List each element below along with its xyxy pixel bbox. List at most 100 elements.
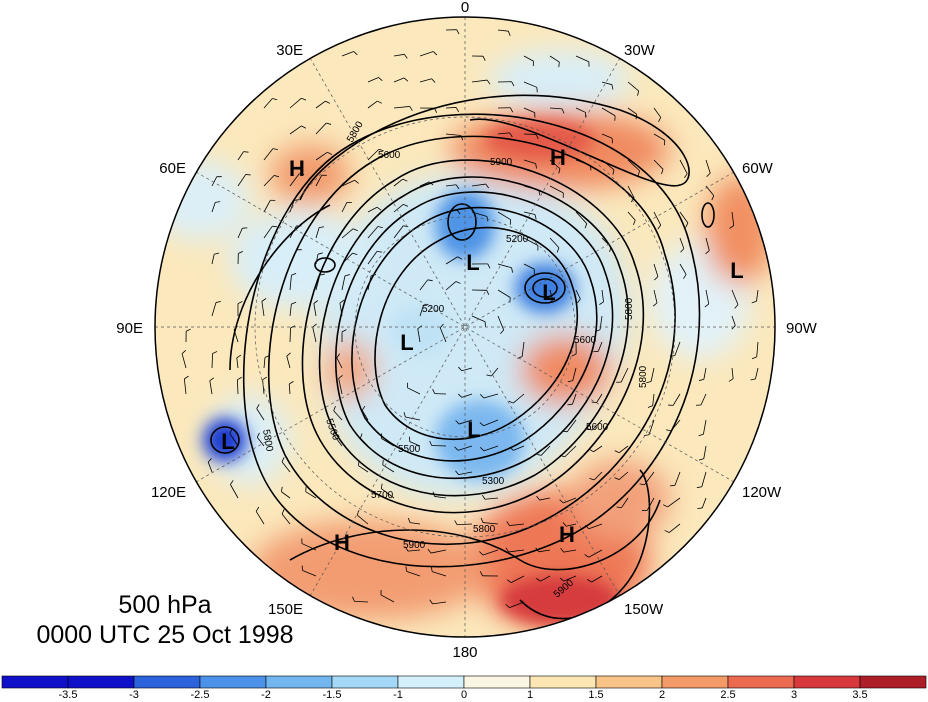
wind-barb	[382, 464, 395, 473]
wind-barb-flag	[455, 107, 459, 112]
wind-barb	[672, 393, 681, 406]
wind-barb	[588, 523, 603, 530]
wind-barb	[627, 211, 636, 221]
wind-barb	[315, 254, 319, 265]
wind-barb-flag	[336, 353, 341, 359]
wind-barb	[705, 237, 710, 251]
wind-barb-flag	[658, 117, 662, 123]
wind-barb	[650, 367, 655, 382]
wind-barb-flag	[458, 366, 463, 372]
wind-barb-flag	[184, 375, 189, 380]
wind-barb-flag	[652, 302, 658, 307]
wind-barb	[540, 445, 551, 456]
low-center: L	[542, 280, 555, 305]
colorbar: -3.5 -3 -2.5 -2 -1.5 -1 0 1 1.5 2 2.5 3 3.5	[1, 675, 927, 701]
wind-barb	[756, 341, 759, 357]
wind-barb-flag	[454, 446, 459, 451]
wind-barb	[209, 380, 213, 395]
wind-barb-flag	[633, 220, 636, 226]
wind-barb-flag	[215, 301, 221, 303]
wind-barb	[459, 419, 473, 425]
wind-barb	[549, 107, 563, 110]
wind-barb-flag	[666, 429, 672, 432]
wind-barb	[572, 367, 577, 381]
wind-barb	[731, 315, 736, 326]
wind-barb	[393, 178, 404, 187]
wind-barb-flag	[333, 405, 336, 411]
wind-barb	[341, 275, 346, 291]
wind-barb-flag	[358, 460, 360, 466]
pressure-centers: H H L L L L L L H H	[221, 145, 743, 555]
wind-barb-flag	[728, 378, 734, 382]
wind-barb	[646, 497, 655, 511]
wind-barb	[361, 410, 369, 421]
wind-barb-flag	[432, 491, 435, 497]
wind-barb	[731, 289, 739, 305]
wind-barb	[315, 122, 327, 135]
wind-barb	[471, 183, 486, 187]
wind-barb	[289, 275, 292, 291]
lon-label-120e: 120E	[151, 484, 186, 501]
wind-barb	[648, 419, 655, 435]
low-center: L	[730, 258, 743, 283]
wind-barb-flag	[281, 457, 285, 462]
wind-barb	[457, 523, 473, 526]
wind-barb	[230, 484, 239, 499]
wind-barb	[341, 51, 354, 57]
wind-barb	[482, 549, 499, 556]
wind-barb	[315, 175, 323, 187]
colorbar-tick-label: -1	[393, 689, 403, 701]
wind-barb	[670, 419, 681, 432]
wind-barb-flag	[301, 97, 307, 101]
wind-barb-flag	[454, 520, 458, 525]
wind-barb-flag	[479, 422, 484, 427]
low-center: L	[466, 250, 479, 275]
wind-barb	[288, 383, 291, 395]
wind-barb-flag	[409, 106, 413, 111]
wind-barb-flag	[612, 169, 615, 175]
wind-barb-flag	[559, 499, 564, 504]
wind-barb-flag	[508, 400, 514, 404]
wind-barb	[263, 200, 271, 213]
wind-barb	[236, 379, 239, 395]
wind-barb-flag	[481, 494, 486, 500]
wind-barb	[263, 225, 273, 239]
wind-barb-flag	[255, 506, 260, 512]
wind-barb	[653, 133, 665, 141]
wind-barb-flag	[326, 122, 332, 125]
wind-barb-flag	[233, 325, 238, 330]
wind-barb-flag	[291, 301, 297, 305]
wind-barb-flag	[683, 274, 687, 279]
wind-barb	[358, 465, 369, 473]
wind-barb-flag	[560, 547, 564, 553]
contour-label: 5800	[260, 429, 275, 453]
wind-barb-flag	[571, 353, 577, 357]
wind-barb	[539, 497, 551, 501]
wind-barb-flag	[680, 248, 685, 253]
wind-barb-flag	[378, 148, 384, 152]
wind-barb	[417, 328, 421, 343]
wind-barb	[572, 393, 577, 405]
wind-barb	[339, 302, 343, 317]
wind-barb	[207, 461, 213, 473]
wind-barb	[263, 357, 266, 369]
wind-barb	[705, 289, 710, 305]
wind-barb-flag	[319, 273, 325, 276]
wind-barb-flag	[245, 174, 251, 176]
wind-barb	[756, 289, 759, 302]
wind-barb-flag	[669, 484, 675, 487]
wind-barb-flag	[614, 450, 620, 454]
wind-barb-flag	[214, 252, 220, 255]
wind-barb-flag	[729, 225, 734, 229]
contour-label: 5300	[482, 476, 505, 487]
wind-barb	[653, 263, 659, 277]
wind-barb-flag	[299, 173, 305, 176]
wind-barb	[181, 353, 187, 369]
wind-barb-flag	[403, 203, 409, 207]
wind-barb	[261, 301, 265, 317]
wind-barb	[497, 29, 509, 32]
wind-barb-flag	[290, 325, 296, 329]
wind-barb	[445, 281, 457, 291]
wind-barb-flag	[669, 355, 675, 357]
wind-barb-flag	[562, 430, 568, 433]
